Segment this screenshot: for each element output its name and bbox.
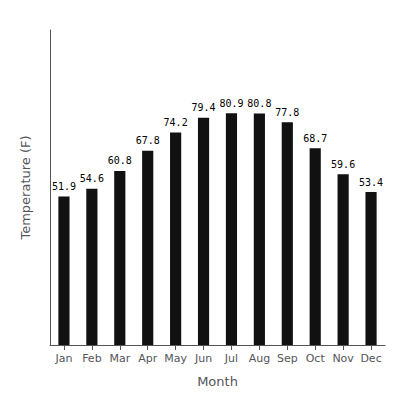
svg-text:Sep: Sep bbox=[277, 352, 298, 365]
svg-text:80.9: 80.9 bbox=[219, 98, 243, 109]
svg-text:Oct: Oct bbox=[306, 352, 326, 365]
svg-text:Temperature (F): Temperature (F) bbox=[18, 135, 33, 240]
svg-text:74.2: 74.2 bbox=[164, 117, 188, 128]
svg-text:59.6: 59.6 bbox=[331, 159, 355, 170]
svg-text:Jul: Jul bbox=[224, 352, 238, 365]
svg-text:54.6: 54.6 bbox=[80, 173, 104, 184]
svg-text:77.8: 77.8 bbox=[275, 107, 299, 118]
svg-text:Aug: Aug bbox=[249, 352, 270, 365]
svg-text:Nov: Nov bbox=[332, 352, 354, 365]
svg-text:53.4: 53.4 bbox=[359, 177, 383, 188]
svg-text:80.8: 80.8 bbox=[247, 98, 271, 109]
svg-text:Apr: Apr bbox=[138, 352, 158, 365]
svg-text:Dec: Dec bbox=[360, 352, 381, 365]
svg-text:67.8: 67.8 bbox=[136, 135, 160, 146]
svg-text:79.4: 79.4 bbox=[191, 102, 215, 113]
svg-text:68.7: 68.7 bbox=[303, 133, 327, 144]
svg-text:60.8: 60.8 bbox=[108, 155, 132, 166]
svg-text:May: May bbox=[164, 352, 187, 365]
svg-text:Feb: Feb bbox=[82, 352, 101, 365]
svg-text:Jun: Jun bbox=[194, 352, 212, 365]
svg-text:Mar: Mar bbox=[109, 352, 130, 365]
svg-text:51.9: 51.9 bbox=[52, 181, 76, 192]
svg-text:Jan: Jan bbox=[54, 352, 72, 365]
svg-text:Month: Month bbox=[197, 374, 238, 389]
